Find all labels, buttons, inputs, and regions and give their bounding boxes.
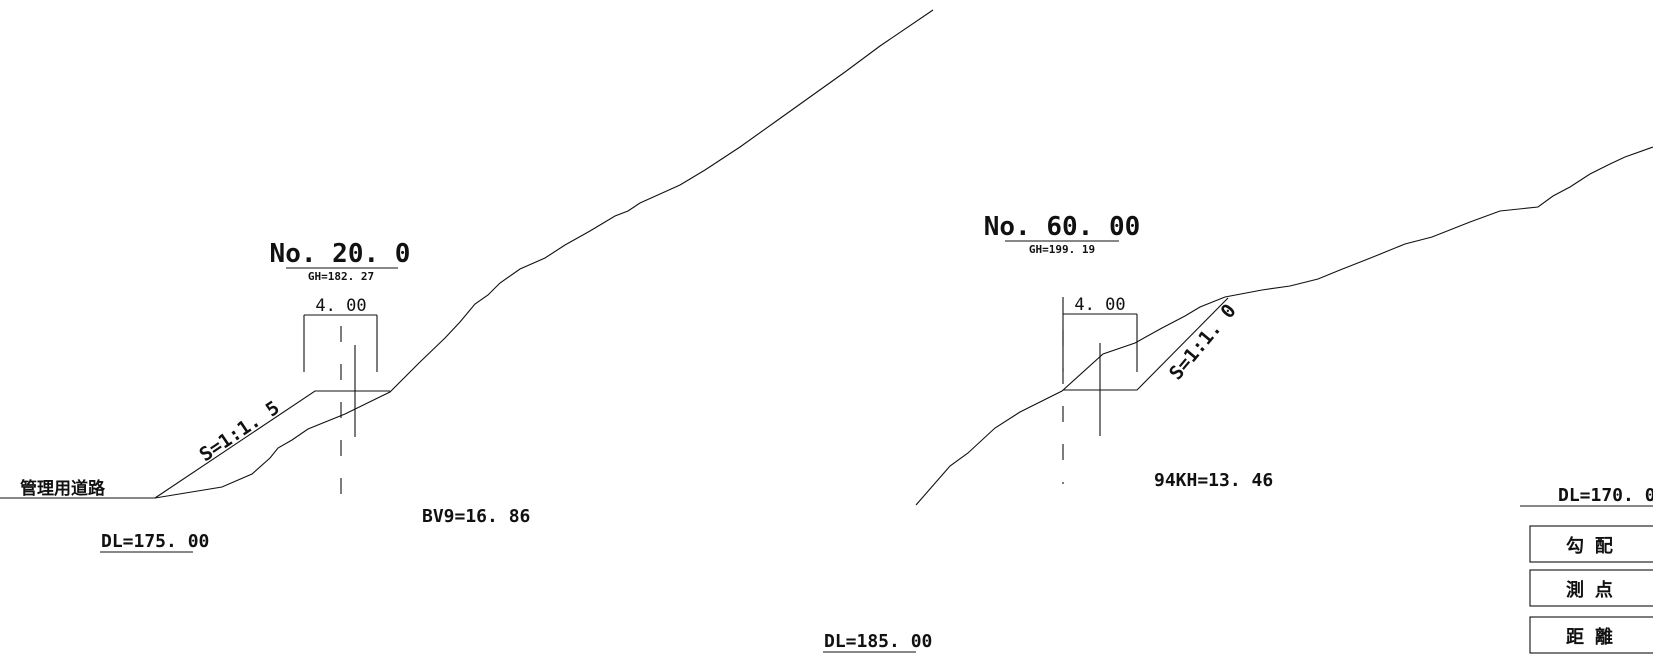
profile-table: 勾 配 測 点 距 離 — [1529, 525, 1653, 654]
left-datum-label: DL=175. 00 — [101, 531, 209, 552]
table-label-distance: 距 離 — [1566, 626, 1613, 648]
right-slope-label: S=1:1. 0 — [1165, 300, 1241, 384]
left-bv-label: BV9=16. 86 — [422, 506, 530, 527]
left-road-label: 管理用道路 — [20, 478, 106, 499]
right-station-label: No. 60. 00 — [984, 212, 1141, 242]
left-gh-label: GH=182. 27 — [308, 270, 374, 283]
left-ground-line — [0, 9, 934, 499]
table-label-station: 測 点 — [1566, 579, 1613, 601]
right-datum-label: DL=170. 00 — [1558, 485, 1653, 506]
table-row-station — [1529, 569, 1653, 607]
left-design-line — [154, 390, 390, 499]
table-row-gradient — [1529, 525, 1653, 563]
right-ground-line — [915, 146, 1653, 506]
table-label-gradient: 勾 配 — [1566, 535, 1613, 557]
right-kh-label: 94KH=13. 46 — [1154, 470, 1273, 491]
right-design-line — [1063, 297, 1229, 391]
left-width-label: 4. 00 — [315, 296, 366, 316]
left-station-label: No. 20. 0 — [270, 239, 411, 269]
left-section: No. 20. 0 GH=182. 27 4. 00 S=1:1. 5 管理用道… — [0, 9, 934, 553]
center-datum-label: DL=185. 00 — [824, 631, 932, 652]
left-slope-label: S=1:1. 5 — [195, 397, 283, 466]
table-row-distance — [1529, 616, 1653, 654]
right-width-label: 4. 00 — [1074, 295, 1125, 315]
right-gh-label: GH=199. 19 — [1029, 243, 1095, 256]
right-section: No. 60. 00 GH=199. 19 4. 00 S=1:1. 0 94K… — [915, 146, 1653, 507]
